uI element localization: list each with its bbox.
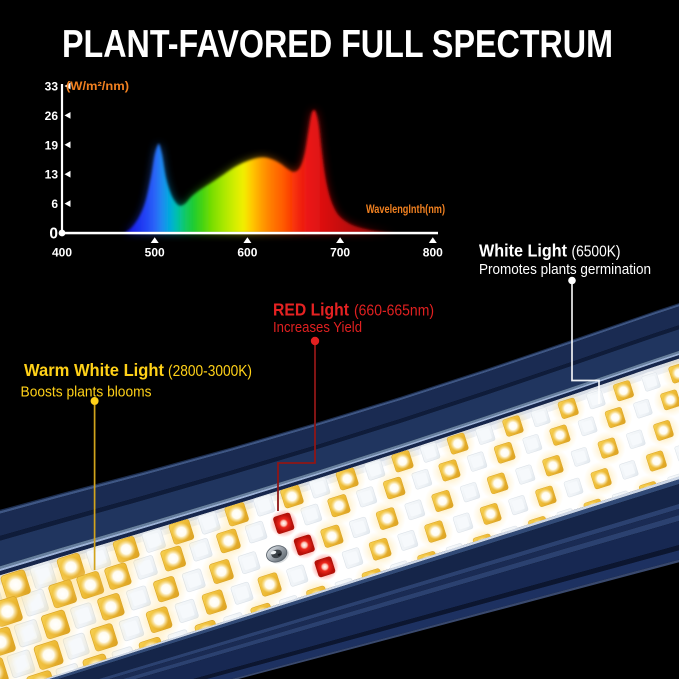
svg-text:WavelengInth(nm): WavelengInth(nm) bbox=[366, 204, 445, 216]
svg-text:PLANT-FAVORED FULL SPECTRUM: PLANT-FAVORED FULL SPECTRUM bbox=[62, 23, 613, 66]
svg-text:Boosts plants blooms: Boosts plants blooms bbox=[21, 385, 152, 401]
svg-text:19: 19 bbox=[45, 138, 59, 152]
svg-text:(W/m²/nm): (W/m²/nm) bbox=[66, 79, 129, 93]
svg-text:6: 6 bbox=[51, 197, 58, 211]
svg-text:Increases Yield: Increases Yield bbox=[273, 320, 362, 336]
svg-text:(6500K): (6500K) bbox=[572, 244, 621, 261]
svg-text:Promotes plants germination: Promotes plants germination bbox=[479, 262, 651, 278]
svg-text:800: 800 bbox=[423, 246, 443, 260]
svg-text:600: 600 bbox=[237, 246, 257, 260]
svg-text:13: 13 bbox=[45, 168, 59, 182]
svg-text:33: 33 bbox=[45, 80, 59, 94]
svg-text:Warm White Light: Warm White Light bbox=[24, 360, 164, 380]
svg-text:700: 700 bbox=[330, 246, 350, 260]
svg-text:RED Light: RED Light bbox=[273, 300, 349, 320]
svg-text:500: 500 bbox=[145, 246, 165, 260]
svg-text:(2800-3000K): (2800-3000K) bbox=[168, 363, 252, 380]
svg-text:(660-665nm): (660-665nm) bbox=[354, 303, 434, 320]
svg-text:26: 26 bbox=[45, 109, 59, 123]
svg-text:White Light: White Light bbox=[479, 241, 567, 261]
svg-text:0: 0 bbox=[49, 226, 58, 243]
svg-text:400: 400 bbox=[52, 246, 72, 260]
